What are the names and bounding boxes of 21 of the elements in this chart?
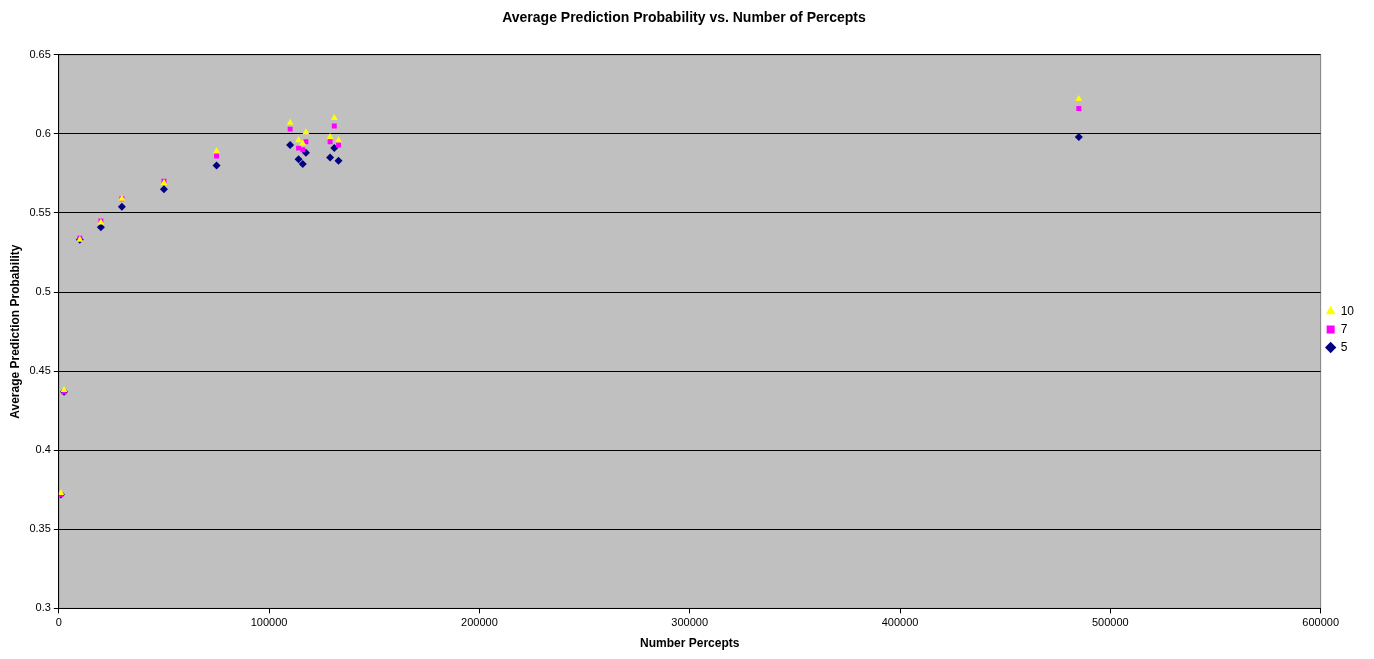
y-axis-title: Average Prediction Probability bbox=[7, 244, 22, 419]
legend-label: 5 bbox=[1340, 339, 1348, 354]
y-tick-label: 0.55 bbox=[29, 206, 51, 218]
y-tick-label: 0.4 bbox=[35, 443, 51, 456]
y-tick-label: 0.3 bbox=[35, 601, 51, 614]
x-tick-label: 600000 bbox=[1302, 616, 1340, 629]
x-tick-label: 300000 bbox=[671, 616, 709, 629]
x-axis-title: Number Percepts bbox=[640, 636, 740, 651]
y-tick-label: 0.65 bbox=[29, 47, 51, 60]
x-tick-label: 0 bbox=[55, 616, 62, 629]
x-tick-label: 500000 bbox=[1091, 616, 1129, 629]
y-tick-label: 0.45 bbox=[29, 364, 51, 377]
legend-label: 10 bbox=[1340, 303, 1355, 318]
y-tick-label: 0.35 bbox=[29, 522, 51, 535]
chart-title: Average Prediction Probability vs. Number of Percepts bbox=[502, 9, 867, 26]
x-tick-label: 100000 bbox=[250, 616, 288, 629]
y-tick-label: 0.6 bbox=[35, 126, 51, 139]
x-tick-label: 200000 bbox=[461, 616, 498, 629]
y-tick-label: 0.5 bbox=[35, 285, 51, 298]
x-tick-label: 400000 bbox=[881, 616, 919, 629]
legend-label: 7 bbox=[1340, 321, 1348, 336]
